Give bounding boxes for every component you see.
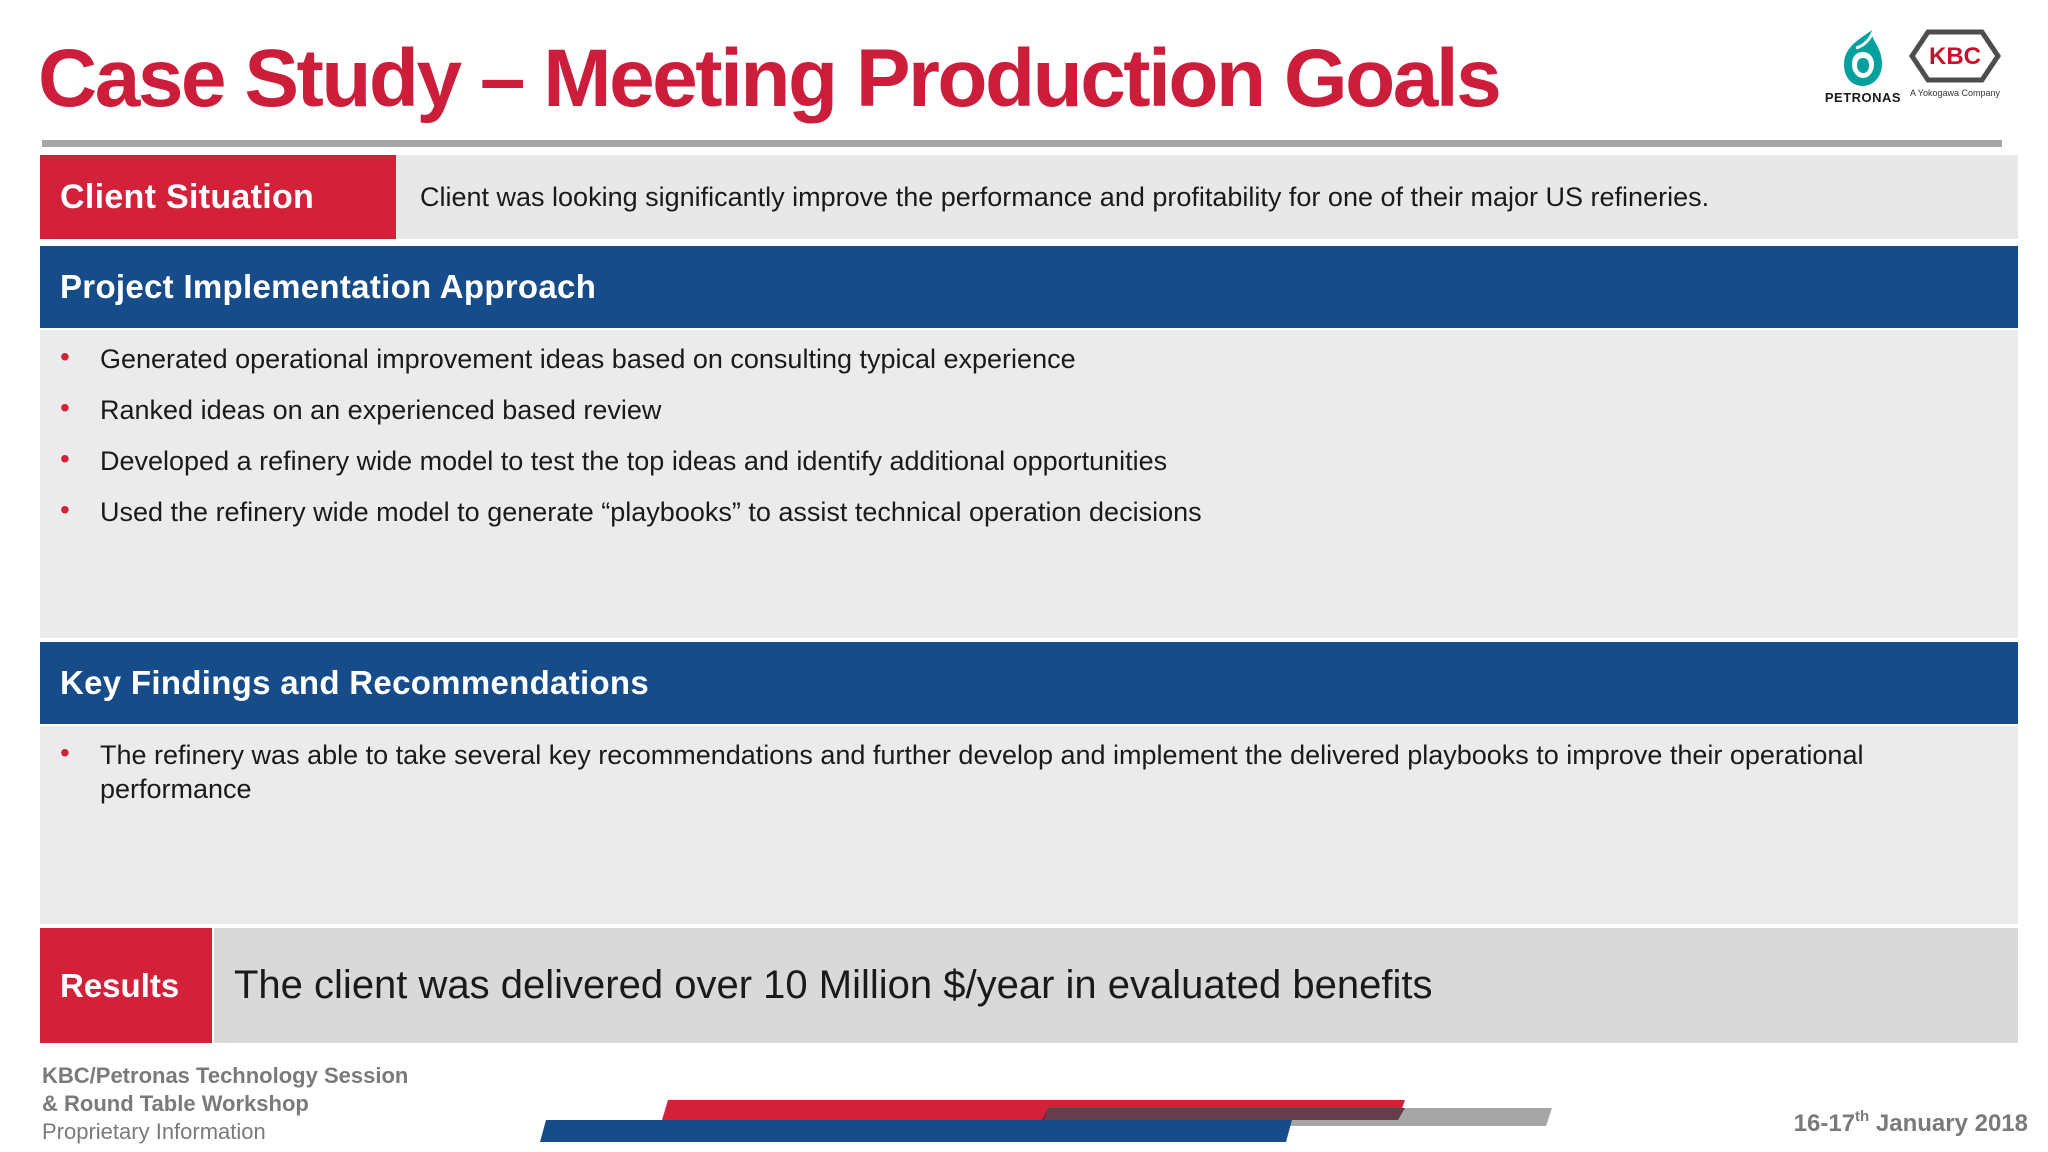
results-label: Results [40, 928, 212, 1043]
petronas-emblem-icon [1844, 27, 1882, 86]
bullet-icon: • [60, 341, 70, 372]
bullet-text: Developed a refinery wide model to test … [100, 446, 1168, 476]
footer-proprietary: Proprietary Information [42, 1119, 266, 1144]
kbc-wordmark: KBC [1929, 43, 1981, 70]
findings-heading: Key Findings and Recommendations [40, 642, 2018, 724]
client-situation-row: Client Situation Client was looking sign… [40, 155, 2018, 239]
bullet-text: Ranked ideas on an experienced based rev… [100, 395, 662, 425]
list-item: • The refinery was able to take several k… [60, 737, 1958, 806]
footer-blue-bar [540, 1120, 1292, 1142]
list-item: • Generated operational improvement ideas… [60, 341, 2018, 376]
list-item: • Ranked ideas on an experienced based re… [60, 392, 2018, 427]
kbc-hexagon-icon: KBC [1908, 29, 2002, 83]
approach-bullet-list: • Generated operational improvement ideas… [40, 330, 2018, 529]
petronas-wordmark: PETRONAS [1824, 90, 1902, 105]
findings-body: • The refinery was able to take several k… [40, 726, 2018, 924]
bullet-text: Generated operational improvement ideas … [100, 344, 1076, 374]
approach-body: • Generated operational improvement ideas… [40, 330, 2018, 638]
petronas-logo: PETRONAS [1818, 24, 1908, 108]
results-row: Results The client was delivered over 10… [40, 928, 2018, 1043]
footer-session-title: KBC/Petronas Technology Session [42, 1063, 409, 1088]
list-item: • Developed a refinery wide model to test… [60, 443, 2018, 478]
bullet-icon: • [60, 737, 70, 768]
results-text: The client was delivered over 10 Million… [214, 928, 2018, 1043]
bullet-icon: • [60, 443, 70, 474]
list-item: • Used the refinery wide model to generat… [60, 494, 2018, 529]
bullet-text: The refinery was able to take several ke… [100, 740, 1864, 804]
footer-info: KBC/Petronas Technology Session & Round … [42, 1062, 408, 1146]
footer-decorative-bars [540, 1100, 1552, 1142]
kbc-tagline: A Yokogawa Company [1909, 88, 2001, 98]
slide-title: Case Study – Meeting Production Goals [38, 33, 1502, 124]
kbc-logo: KBC A Yokogawa Company [1908, 26, 2002, 108]
date-month-year: January 2018 [1869, 1110, 2028, 1137]
bullet-text: Used the refinery wide model to generate… [100, 497, 1202, 527]
title-divider [42, 140, 2002, 147]
approach-heading: Project Implementation Approach [40, 246, 2018, 328]
footer-overlap-bar [1042, 1108, 1405, 1120]
client-situation-text: Client was looking significantly improve… [396, 155, 2018, 239]
client-situation-label: Client Situation [40, 155, 396, 239]
footer-workshop-title: & Round Table Workshop [42, 1091, 309, 1116]
bullet-icon: • [60, 392, 70, 423]
footer-date: 16-17th January 2018 [1794, 1108, 2028, 1138]
findings-bullet-list: • The refinery was able to take several k… [40, 726, 2018, 806]
date-ordinal: th [1855, 1108, 1870, 1125]
bullet-icon: • [60, 494, 70, 525]
date-days: 16-17 [1793, 1110, 1856, 1137]
